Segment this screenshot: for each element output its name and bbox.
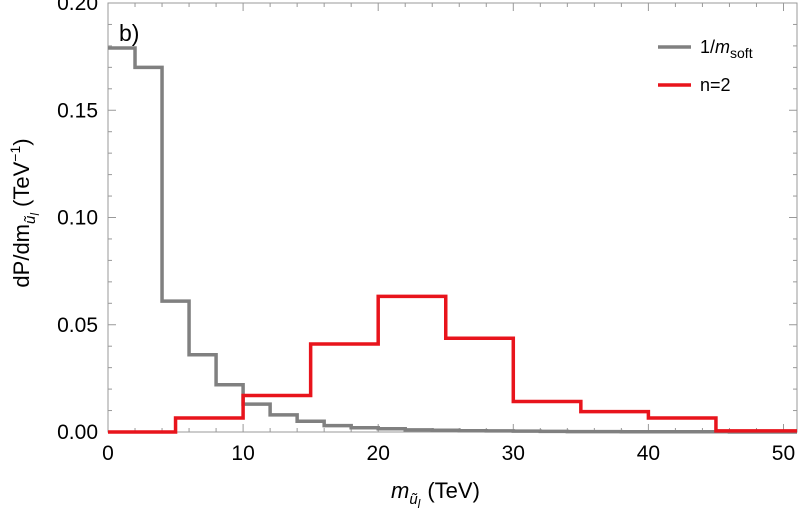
x-tick-label: 50 [772,442,795,465]
histogram-bin [513,402,581,432]
y-tick-label: 0.00 [57,421,98,444]
histogram-bin [648,418,716,432]
legend-label-n2: n=2 [700,75,731,95]
histogram-line [108,294,797,434]
histogram-bin [162,301,189,432]
x-tick-label: 0 [102,442,114,465]
x-tick-label: 20 [367,442,390,465]
series-1-over-msoft [108,46,797,434]
y-tick-label: 0.05 [57,314,98,337]
x-tick-label: 40 [637,442,660,465]
y-tick-label: 0.20 [57,0,98,15]
histogram-line [108,46,797,434]
histogram-bin [378,296,446,432]
y-tick-label: 0.10 [57,207,98,230]
histogram-bin [581,412,649,432]
x-tick-label: 10 [231,442,254,465]
histogram-bin [311,344,379,432]
histogram-bin [243,396,311,432]
histogram-bin [135,67,162,432]
histogram-bin [446,338,514,432]
x-tick-label: 30 [502,442,525,465]
series-layer [108,46,797,434]
y-tick-label: 0.15 [57,99,98,122]
y-axis-title: dP/dmũl(TeV−1) [7,138,42,287]
legend: 1/msoft n=2 [658,37,753,95]
histogram-bin [108,48,135,432]
panel-label: b) [119,20,139,46]
legend-label-1-over-msoft: 1/msoft [700,37,753,61]
histogram-bin [716,431,797,432]
axis-tick-labels: 0 10 20 30 40 50 0.00 0.05 0.10 0.15 0.20 [57,0,795,465]
x-axis-title: mũl(TeV) [391,478,480,511]
histogram-bin [176,418,244,432]
series-n2 [108,294,797,434]
